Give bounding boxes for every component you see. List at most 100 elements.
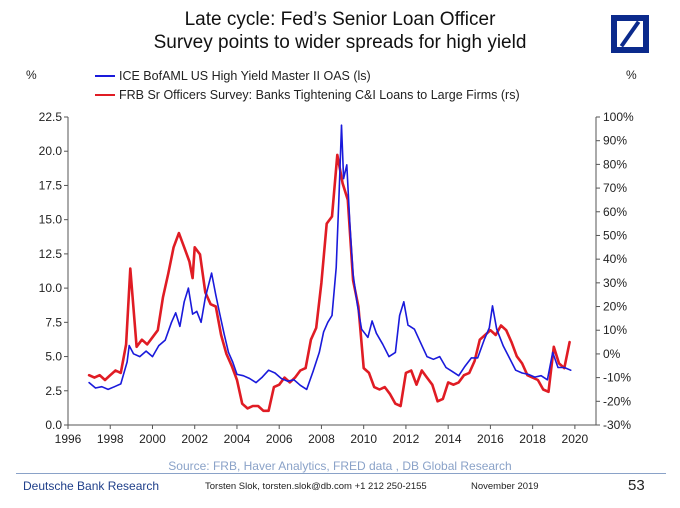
left-y-tick-label: 17.5 [39,178,63,192]
left-axis-unit: % [26,68,37,82]
data-point-hy-oas [439,356,441,358]
data-point-hy-oas [552,351,554,353]
data-point-sloos [500,324,502,327]
data-point-sloos [241,403,243,405]
data-point-hy-oas [570,369,572,371]
data-point-sloos [553,346,555,348]
data-point-sloos [569,341,571,343]
data-point-hy-oas [88,382,90,384]
legend-item-sloos: FRB Sr Officers Survey: Banks Tightening… [95,85,520,104]
footer-divider [16,473,666,474]
data-point-sloos [516,355,518,357]
data-point-hy-oas [192,313,194,315]
legend-label-sloos: FRB Sr Officers Survey: Banks Tightening… [119,87,520,102]
data-point-hy-oas [219,314,221,317]
data-point-sloos [252,405,254,407]
data-point-hy-oas [343,178,345,180]
data-point-sloos [120,372,122,374]
data-point-hy-oas [496,328,498,330]
x-tick-label: 2012 [393,432,420,446]
x-tick-label: 2010 [350,432,377,446]
x-tick-label: 2020 [562,432,589,446]
right-y-tick-label: -20% [603,394,631,408]
data-point-sloos [246,407,249,409]
data-point-hy-oas [371,320,373,322]
data-point-sloos [236,379,238,381]
data-point-sloos [384,386,386,388]
data-point-hy-oas [557,366,559,369]
data-point-hy-oas [335,267,337,269]
right-y-tick-label: 70% [603,181,627,195]
data-point-hy-oas [299,384,301,386]
data-point-sloos [331,215,333,218]
data-point-hy-oas [399,314,401,317]
legend-label-hy: ICE BofAML US High Yield Master II OAS (… [119,68,371,83]
right-y-axis-ticks: -30% -20% -10% 0% 10% 20% 30% 40% 50% 60% 70% 80% 90… [596,110,634,432]
right-y-tick-label: 10% [603,323,627,337]
data-point-sloos [173,246,175,248]
data-point-hy-oas [331,314,333,317]
data-point-sloos [537,379,539,381]
data-point-sloos [99,374,101,376]
logo-square-icon [617,20,643,48]
data-point-hy-oas [113,386,116,388]
data-point-sloos [363,367,365,369]
data-point-sloos [558,362,560,364]
data-point-sloos [336,154,338,156]
data-point-sloos [215,305,217,308]
data-point-sloos [299,369,301,372]
data-point-sloos [310,339,312,341]
data-point-hy-oas [306,388,308,390]
data-point-hy-oas [445,366,447,369]
data-point-sloos [479,339,481,341]
x-tick-label: 2014 [435,432,462,446]
data-point-hy-oas [120,383,122,385]
data-point-sloos [183,246,185,248]
chart-axes [67,117,597,426]
left-y-tick-label: 20.0 [39,144,63,158]
data-point-sloos [410,369,412,372]
right-y-tick-label: 90% [603,134,627,148]
data-point-sloos [373,386,375,388]
data-point-sloos [151,336,154,338]
data-point-hy-oas [215,294,217,296]
data-point-sloos [225,353,227,355]
data-point-hy-oas [338,184,340,186]
data-point-hy-oas [164,339,166,341]
footer-brand: Deutsche Bank Research [23,479,160,493]
data-point-sloos [315,327,317,329]
data-point-sloos [415,384,418,386]
right-y-tick-label: 50% [603,228,627,242]
series-line-hy-oas [88,124,572,391]
legend-swatch-hy [95,74,115,77]
data-point-hy-oas [375,332,377,334]
data-point-sloos [474,360,476,362]
data-point-hy-oas [527,373,530,375]
left-y-tick-label: 2.5 [45,384,62,398]
data-point-hy-oas [483,339,485,341]
data-point-hy-oas [94,387,97,389]
data-point-sloos [178,232,180,234]
data-point-hy-oas [361,328,363,330]
data-point-sloos [278,384,280,386]
source-note: Source: FRB, Haver Analytics, FRED data … [168,459,512,473]
data-point-hy-oas [128,345,130,347]
data-point-sloos [437,400,439,402]
data-point-hy-oas [340,124,343,126]
data-point-sloos [426,377,428,379]
data-point-hy-oas [521,372,523,374]
data-point-sloos [532,377,534,379]
data-point-sloos [114,369,117,372]
data-point-sloos [257,405,259,407]
data-point-sloos [162,296,164,298]
data-point-hy-oas [546,379,549,381]
data-point-sloos [141,339,143,341]
data-point-hy-oas [255,382,257,384]
data-point-sloos [294,377,296,379]
data-point-sloos [489,329,491,331]
data-point-hy-oas [563,366,565,369]
data-point-hy-oas [352,273,354,275]
left-y-tick-label: 0.0 [45,418,62,432]
chart-title-line-1: Late cycle: Fed’s Senior Loan Officer [184,9,496,30]
data-point-hy-oas [139,356,141,358]
